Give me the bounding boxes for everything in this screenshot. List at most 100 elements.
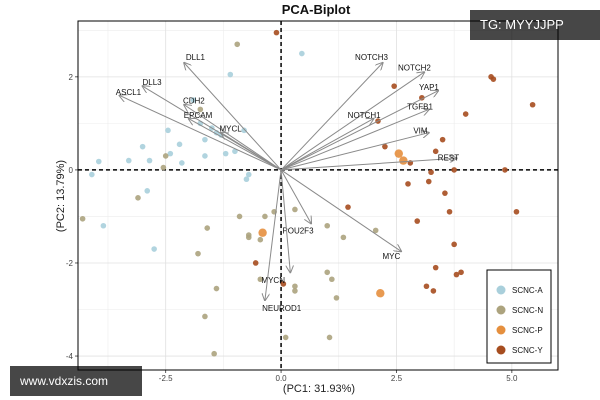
chart-title: PCA-Biplot bbox=[282, 2, 351, 17]
loading-label: ASCL1 bbox=[116, 88, 142, 97]
legend: SCNC-A SCNC-N SCNC-P SCNC-Y bbox=[486, 269, 552, 364]
loading-arrow bbox=[221, 133, 282, 171]
loading-dll1: DLL1 bbox=[184, 53, 282, 171]
data-point bbox=[95, 158, 102, 165]
data-point bbox=[282, 334, 289, 341]
data-point bbox=[222, 150, 229, 157]
data-point bbox=[329, 276, 335, 283]
loading-mycl: MYCL bbox=[219, 124, 282, 171]
plot-frame bbox=[77, 20, 559, 371]
loading-arrow bbox=[184, 105, 282, 171]
loading-label: NOTCH1 bbox=[348, 111, 381, 120]
loading-epcam: EPCAM bbox=[184, 111, 282, 171]
loading-arrow bbox=[280, 169, 311, 224]
loading-arrow bbox=[280, 72, 424, 171]
data-point bbox=[376, 289, 385, 298]
loading-arrow bbox=[189, 119, 282, 171]
data-point bbox=[324, 269, 331, 276]
series-scnc-n bbox=[79, 41, 379, 357]
data-point bbox=[345, 204, 351, 210]
legend-swatch bbox=[496, 345, 506, 355]
data-point bbox=[232, 148, 238, 155]
data-point bbox=[462, 111, 469, 117]
loading-arrow bbox=[265, 169, 282, 300]
data-point bbox=[179, 160, 185, 166]
data-point bbox=[202, 136, 208, 143]
data-point bbox=[273, 29, 280, 36]
loading-ascl1: ASCL1 bbox=[116, 88, 282, 171]
legend-label: SCNC-A bbox=[512, 286, 543, 295]
data-point bbox=[160, 164, 167, 171]
legend-swatch bbox=[496, 305, 506, 315]
data-point bbox=[423, 283, 430, 290]
data-point bbox=[513, 208, 520, 215]
loading-mycn: MYCN bbox=[261, 169, 290, 285]
y-axis-label: (PC2: 13.79%) bbox=[55, 160, 67, 232]
data-point bbox=[428, 169, 434, 176]
data-point bbox=[125, 157, 132, 164]
watermark-bottom: www.vdxzis.com bbox=[10, 366, 142, 396]
loading-arrow bbox=[184, 63, 282, 171]
loading-label: POU2F3 bbox=[282, 226, 314, 235]
legend-label: SCNC-N bbox=[512, 306, 543, 315]
x-axis-label: (PC1: 31.93%) bbox=[283, 383, 355, 395]
y-tick-label: -4 bbox=[66, 352, 74, 361]
loading-label: NOTCH2 bbox=[398, 64, 431, 73]
loading-label: DLL1 bbox=[186, 53, 206, 62]
loading-label: EPCAM bbox=[184, 111, 213, 120]
loading-arrow bbox=[280, 169, 290, 272]
loading-label: DLL3 bbox=[142, 78, 162, 87]
data-point bbox=[292, 283, 298, 290]
loading-label: REST bbox=[438, 154, 459, 163]
data-point bbox=[139, 143, 146, 150]
loading-label: NEUROD1 bbox=[262, 304, 302, 313]
data-point bbox=[439, 136, 446, 143]
data-point bbox=[252, 260, 259, 266]
loading-arrow bbox=[280, 63, 383, 171]
data-point bbox=[202, 153, 208, 159]
data-point bbox=[340, 234, 347, 241]
zero-reference-lines bbox=[78, 21, 558, 370]
data-point bbox=[100, 222, 107, 229]
loading-vim: VIM bbox=[280, 127, 429, 171]
data-point bbox=[204, 225, 211, 231]
data-point bbox=[241, 127, 247, 134]
series-scnc-p bbox=[258, 149, 408, 298]
data-point bbox=[190, 97, 197, 103]
loading-notch2: NOTCH2 bbox=[280, 64, 431, 171]
loading-label: MYCL bbox=[219, 124, 242, 133]
series-scnc-a bbox=[89, 50, 305, 252]
data-point bbox=[299, 50, 305, 57]
data-point bbox=[213, 285, 220, 292]
legend-item-scnc-y: SCNC-Y bbox=[496, 345, 543, 355]
y-tick-label: 0 bbox=[69, 166, 74, 175]
loading-pou2f3: POU2F3 bbox=[280, 169, 314, 235]
loading-notch3: NOTCH3 bbox=[280, 53, 388, 171]
loading-arrow bbox=[280, 133, 429, 171]
loading-tgfb1: TGFB1 bbox=[280, 102, 433, 171]
data-point bbox=[151, 246, 157, 252]
data-point bbox=[405, 181, 411, 187]
loading-label: MYCN bbox=[261, 276, 285, 285]
loading-arrow bbox=[280, 91, 438, 171]
data-point bbox=[442, 190, 448, 196]
data-point bbox=[165, 127, 171, 134]
data-point bbox=[243, 176, 250, 183]
loading-label: NOTCH3 bbox=[355, 53, 388, 62]
data-point bbox=[227, 71, 234, 78]
data-point bbox=[258, 228, 267, 237]
data-point bbox=[135, 195, 141, 201]
watermark-top: TG: MYYJJPP bbox=[470, 10, 600, 40]
data-point bbox=[453, 271, 460, 278]
data-point bbox=[211, 350, 217, 357]
data-point bbox=[399, 156, 408, 165]
data-point bbox=[162, 153, 169, 159]
loading-label: TGFB1 bbox=[407, 102, 433, 111]
data-point bbox=[432, 264, 439, 271]
data-point bbox=[326, 334, 333, 341]
axis-ticks: -2.5 0.0 2.5 5.0 -4 -2 0 2 bbox=[66, 73, 518, 383]
x-tick-label: 5.0 bbox=[506, 374, 518, 383]
scores-points bbox=[79, 29, 536, 357]
legend-swatch bbox=[496, 325, 506, 335]
